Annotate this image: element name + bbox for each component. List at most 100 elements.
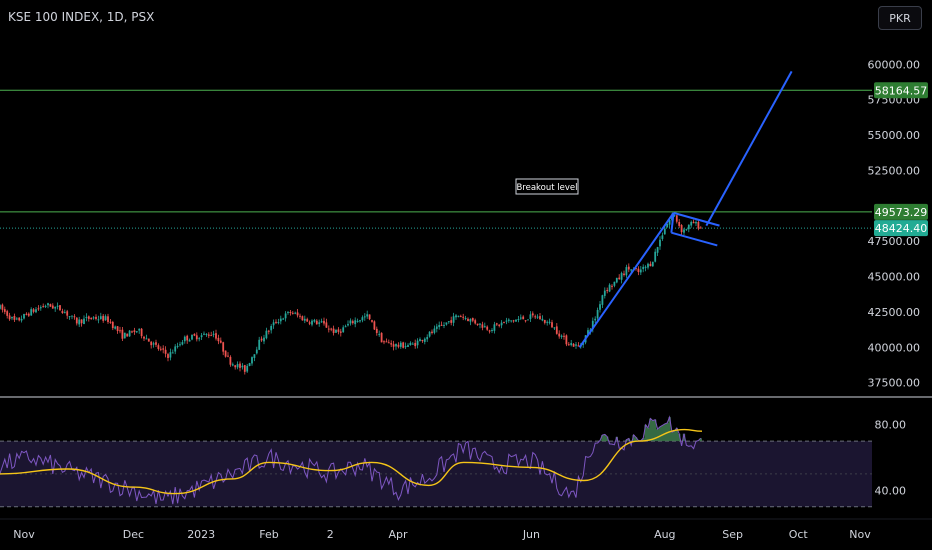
candle-body xyxy=(157,345,160,349)
candle-body xyxy=(344,326,347,328)
candle-body xyxy=(546,321,549,323)
resistance-price-tag-bg xyxy=(874,82,928,99)
rsi-tick-label: 80.00 xyxy=(875,419,907,432)
candle-body xyxy=(119,330,121,332)
candle-body xyxy=(35,309,37,313)
candle-body xyxy=(371,320,373,322)
candle-body xyxy=(39,307,42,309)
candle-body xyxy=(529,314,532,319)
candle-body xyxy=(647,263,649,268)
candle-body xyxy=(474,320,477,324)
candle-body xyxy=(623,273,625,276)
flagpole-line[interactable] xyxy=(578,212,675,348)
candle-body xyxy=(104,316,107,321)
time-tick-label: Feb xyxy=(259,528,278,541)
candle-body xyxy=(191,334,193,340)
candle-body xyxy=(335,329,337,333)
candle-body xyxy=(275,321,277,323)
candle-body xyxy=(263,337,265,342)
candle-body xyxy=(531,313,534,316)
candle-body xyxy=(23,313,25,319)
candle-body xyxy=(61,311,64,314)
candle-body xyxy=(315,320,318,325)
candle-body xyxy=(107,316,109,322)
candle-body xyxy=(193,333,196,336)
candle-body xyxy=(450,320,453,323)
candle-body xyxy=(438,324,441,328)
annotation-text: Breakout level xyxy=(516,183,577,193)
candle-body xyxy=(308,322,311,324)
flag-upper-line[interactable] xyxy=(673,211,720,227)
candle-body xyxy=(380,332,383,343)
price-tick-label: 42500.00 xyxy=(868,306,921,319)
candle-body xyxy=(498,324,501,326)
flag-left-line[interactable] xyxy=(670,212,675,233)
candle-body xyxy=(131,331,133,333)
price-tick-label: 55000.00 xyxy=(868,129,921,142)
candle-body xyxy=(320,321,323,323)
projection-line[interactable] xyxy=(705,70,793,227)
candle-body xyxy=(114,326,117,329)
candle-body xyxy=(637,268,640,273)
breakout-level-annotation[interactable]: Breakout level xyxy=(515,178,579,195)
candle-body xyxy=(613,281,616,286)
candle-body xyxy=(644,266,647,268)
price-tick-label: 45000.00 xyxy=(868,271,921,284)
resistance-price-tag-text: 58164.57 xyxy=(875,84,928,97)
candle-body xyxy=(167,354,169,359)
candle-body xyxy=(277,321,280,323)
candle-body xyxy=(212,333,215,335)
candle-body xyxy=(32,309,35,312)
candle-body xyxy=(25,313,28,315)
candle-body xyxy=(123,332,126,339)
candle-body xyxy=(515,319,517,322)
candle-body xyxy=(666,224,669,228)
candle-body xyxy=(128,330,131,337)
candle-body xyxy=(481,324,484,328)
currency-button[interactable]: PKR xyxy=(878,6,922,30)
candle-body xyxy=(649,263,652,267)
candle-body xyxy=(179,344,181,346)
candle-body xyxy=(215,333,217,339)
candle-body xyxy=(147,338,150,342)
candle-body xyxy=(227,355,229,357)
time-tick-label: Nov xyxy=(849,528,871,541)
candle-body xyxy=(169,352,172,358)
candle-body xyxy=(207,334,210,336)
candle-body xyxy=(507,319,510,321)
candle-body xyxy=(479,323,481,325)
last-price-tag: 48424.40 xyxy=(874,220,928,237)
candle-body xyxy=(210,335,213,337)
candle-body xyxy=(234,365,237,368)
time-tick-label: Aug xyxy=(654,528,675,541)
rsi-line xyxy=(0,415,702,505)
candle-body xyxy=(296,312,299,316)
candle-body xyxy=(575,344,577,346)
candle-body xyxy=(519,317,522,319)
candle-body xyxy=(71,315,73,317)
candle-body xyxy=(66,311,69,316)
candle-body xyxy=(452,316,455,323)
chart-title: KSE 100 INDEX, 1D, PSX xyxy=(8,10,155,24)
candle-body xyxy=(260,338,263,341)
candle-body xyxy=(603,290,606,296)
candle-body xyxy=(416,340,419,346)
candle-body xyxy=(462,316,465,318)
candle-body xyxy=(591,320,594,330)
candle-body xyxy=(596,309,599,319)
candle-body xyxy=(13,315,16,320)
candle-body xyxy=(325,322,328,328)
candle-body xyxy=(431,331,433,333)
candle-body xyxy=(488,330,491,332)
time-tick-label: 2 xyxy=(327,528,334,541)
candle-body xyxy=(447,321,450,323)
candle-body xyxy=(311,320,313,325)
candle-body xyxy=(135,331,138,333)
candle-body xyxy=(404,346,407,348)
candle-body xyxy=(668,220,671,225)
candle-body xyxy=(294,312,297,314)
breakout-price-tag-text: 49573.29 xyxy=(875,206,928,219)
flag-lower-line[interactable] xyxy=(671,231,718,247)
candle-body xyxy=(361,317,364,321)
